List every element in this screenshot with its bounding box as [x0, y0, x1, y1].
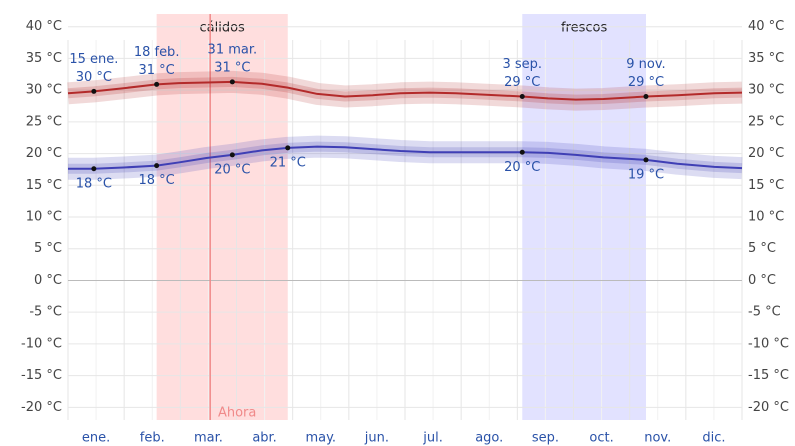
value-label: 20 °C [504, 160, 540, 175]
x-tick-label: oct. [589, 431, 613, 446]
y-tick-label-right: -5 °C [748, 305, 781, 320]
point [229, 79, 235, 85]
value-label: 31 °C [139, 63, 175, 78]
y-tick-label: 10 °C [26, 210, 62, 225]
value-label: 21 °C [270, 155, 306, 170]
y-tick-label-right: -15 °C [748, 368, 789, 383]
now-label: Ahora [218, 406, 256, 421]
y-tick-label: 25 °C [26, 114, 62, 129]
y-tick-label: -20 °C [21, 400, 62, 415]
y-tick-label: 40 °C [26, 19, 62, 34]
series-line [67, 80, 743, 101]
point [519, 149, 525, 155]
y-tick-label-right: 25 °C [748, 114, 784, 129]
season-label: frescos [561, 21, 608, 36]
y-tick-label-right: 15 °C [748, 178, 784, 193]
y-tick-label: -15 °C [21, 368, 62, 383]
y-tick-label: -10 °C [21, 336, 62, 351]
point [285, 145, 291, 151]
y-tick-label: 15 °C [26, 178, 62, 193]
y-tick-label: 30 °C [26, 83, 62, 98]
x-tick-label: jun. [364, 431, 389, 446]
y-tick-label-right: 5 °C [748, 241, 776, 256]
value-label: 18 °C [76, 176, 112, 191]
x-tick-label: dic. [702, 431, 725, 446]
y-tick-label: -5 °C [29, 305, 62, 320]
point [91, 88, 97, 94]
season-label: cálidos [200, 21, 246, 36]
x-tick-label: feb. [140, 431, 165, 446]
y-tick-label: 5 °C [34, 241, 62, 256]
point [643, 93, 649, 99]
y-tick-label-right: 35 °C [748, 51, 784, 66]
y-tick-label-right: 30 °C [748, 83, 784, 98]
y-tick-label: 35 °C [26, 51, 62, 66]
x-tick-label: may. [305, 431, 336, 446]
x-tick-label: nov. [644, 431, 671, 446]
point [519, 93, 525, 99]
date-label: 31 mar. [208, 42, 258, 57]
date-label: 9 nov. [626, 57, 665, 72]
value-label: 29 °C [504, 75, 540, 90]
y-tick-label-right: 20 °C [748, 146, 784, 161]
value-label: 20 °C [214, 162, 250, 177]
point [91, 166, 97, 172]
point [154, 163, 160, 169]
x-tick-label: mar. [194, 431, 223, 446]
x-tick-label: sep. [532, 431, 559, 446]
y-tick-label-right: 40 °C [748, 19, 784, 34]
y-tick-label-right: -10 °C [748, 336, 789, 351]
y-tick-label-right: -20 °C [748, 400, 789, 415]
date-label: 18 feb. [134, 45, 180, 60]
point [229, 152, 235, 158]
value-label: 30 °C [76, 70, 112, 85]
x-tick-label: ene. [82, 431, 110, 446]
value-label: 18 °C [139, 173, 175, 188]
value-label: 31 °C [214, 60, 250, 75]
value-label: 29 °C [628, 75, 664, 90]
y-tick-label: 0 °C [34, 273, 62, 288]
series-line [68, 145, 743, 170]
value-label: 19 °C [628, 167, 664, 182]
point [643, 157, 649, 163]
x-tick-label: abr. [252, 431, 277, 446]
x-tick-label: ago. [475, 431, 503, 446]
y-tick-label-right: 0 °C [748, 273, 776, 288]
x-tick-label: jul. [422, 431, 443, 446]
y-tick-label: 20 °C [26, 146, 62, 161]
date-label: 15 ene. [69, 52, 118, 67]
date-label: 3 sep. [502, 57, 542, 72]
y-tick-label-right: 10 °C [748, 210, 784, 225]
point [154, 81, 160, 87]
